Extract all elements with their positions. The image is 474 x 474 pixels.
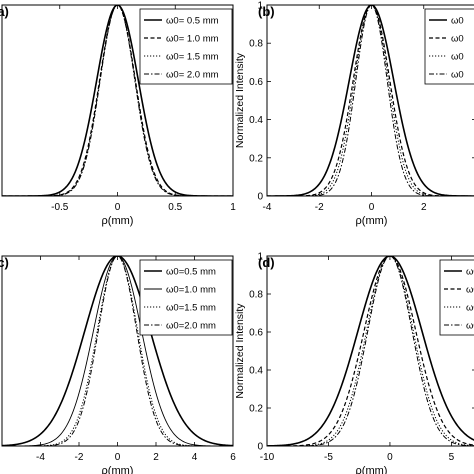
legend-box (139, 259, 233, 336)
chart-panel-c: -4 -2 0 2 4 6 ρ(mm) (c) ω0=0.5 mm ω0=1.0 mm ω0=1.5… (0, 255, 236, 474)
legend-entry: ω0 (466, 267, 474, 278)
legend-entry: ω0= 1.0 mm (166, 34, 219, 45)
panel-label: (b) (258, 4, 275, 19)
y-tick-label: 0.6 (249, 77, 263, 88)
x-axis-label: ρ(mm) (356, 215, 388, 227)
series-line-1 (267, 256, 474, 446)
legend-entry: ω0 (451, 16, 464, 27)
legend-entry: ω0 (451, 70, 464, 81)
x-tick-label: -4 (36, 452, 45, 463)
y-tick-label: 0 (257, 442, 263, 453)
legend-entry: ω0 (466, 285, 474, 296)
panel-label: (c) (0, 255, 9, 270)
y-tick-label: 1 (257, 252, 263, 263)
x-tick-label: 2 (153, 452, 159, 463)
series-line-1 (267, 5, 474, 196)
x-tick-label: 0 (115, 452, 121, 463)
legend-entry: ω0=1.5 mm (166, 303, 216, 314)
series-line-1 (2, 256, 233, 446)
legend: ω0 ω0 ω0 ω0 (424, 8, 474, 85)
x-tick-label: -0.5 (51, 202, 69, 213)
x-tick-label: 0.5 (168, 202, 182, 213)
legend-box (439, 259, 474, 336)
chart-panel-b: -4 -2 0 2 0 0.2 0.4 0.6 0.8 1 ρ(mm) Normalized Inte… (234, 1, 474, 227)
y-tick-label: 0.2 (249, 153, 263, 164)
x-tick-label: 6 (230, 452, 236, 463)
x-axis-label: ρ(mm) (102, 215, 134, 227)
x-tick-label: 0 (115, 202, 121, 213)
x-tick-label: 5 (449, 452, 455, 463)
y-axis-label: Normalized Intensity (234, 52, 246, 148)
x-tick-label: 2 (421, 202, 427, 213)
y-tick-label: 0.8 (249, 39, 263, 50)
y-tick-label: 0 (257, 192, 263, 203)
x-tick-label: -10 (260, 452, 275, 463)
legend-box (139, 8, 233, 85)
series-line-2 (2, 256, 233, 446)
series-group (2, 256, 233, 446)
legend: ω0 ω0 ω0 ω0 (439, 259, 474, 336)
x-tick-label: 1 (230, 202, 236, 213)
x-tick-label: -4 (263, 202, 272, 213)
legend: ω0= 0.5 mm ω0= 1.0 mm ω0= 1.5 mm ω0= 2.0 mm (139, 8, 233, 85)
plot-frame (266, 255, 474, 447)
legend-entry: ω0 (451, 34, 464, 45)
legend-box (424, 8, 474, 85)
x-tick-label: 4 (192, 452, 198, 463)
series-group (267, 256, 474, 446)
panel-label: (a) (0, 4, 9, 19)
series-line-4 (267, 5, 474, 196)
y-tick-label: 0.4 (249, 366, 263, 377)
series-line-4 (2, 256, 233, 446)
legend-entry: ω0= 0.5 mm (166, 16, 219, 27)
y-axis-label: Normalized Intensity (234, 303, 246, 399)
legend-entry: ω0 (451, 52, 464, 63)
x-tick-label: -2 (75, 452, 84, 463)
x-tick-label: 0 (387, 452, 393, 463)
x-axis-label: ρ(mm) (356, 465, 388, 474)
chart-panel-d: -10 -5 0 5 0 0.2 0.4 0.6 0.8 1 ρ(mm) Normalized Int… (234, 252, 474, 474)
x-tick-label: 0 (369, 202, 375, 213)
legend-entry: ω0 (466, 321, 474, 332)
series-group (267, 5, 474, 196)
y-tick-label: 0.2 (249, 404, 263, 415)
series-group (2, 5, 233, 196)
series-line-4 (2, 5, 233, 196)
legend-entry: ω0=2.0 mm (166, 321, 216, 332)
y-tick-label: 0.6 (249, 328, 263, 339)
legend-entry: ω0= 2.0 mm (166, 70, 219, 81)
series-line-3 (267, 256, 474, 446)
y-tick-label: 1 (257, 1, 263, 12)
y-tick-label: 0.4 (249, 115, 263, 126)
legend-entry: ω0= 1.5 mm (166, 52, 219, 63)
legend-entry: ω0=0.5 mm (166, 267, 216, 278)
x-tick-label: -5 (324, 452, 333, 463)
panel-label: (d) (258, 255, 275, 270)
x-axis-label: ρ(mm) (102, 465, 134, 474)
legend-entry: ω0=1.0 mm (166, 285, 216, 296)
series-line-4 (267, 256, 474, 446)
legend-entry: ω0 (466, 303, 474, 314)
y-tick-label: 0.8 (249, 290, 263, 301)
legend: ω0=0.5 mm ω0=1.0 mm ω0=1.5 mm ω0=2.0 mm (139, 259, 233, 336)
x-tick-label: -2 (315, 202, 324, 213)
